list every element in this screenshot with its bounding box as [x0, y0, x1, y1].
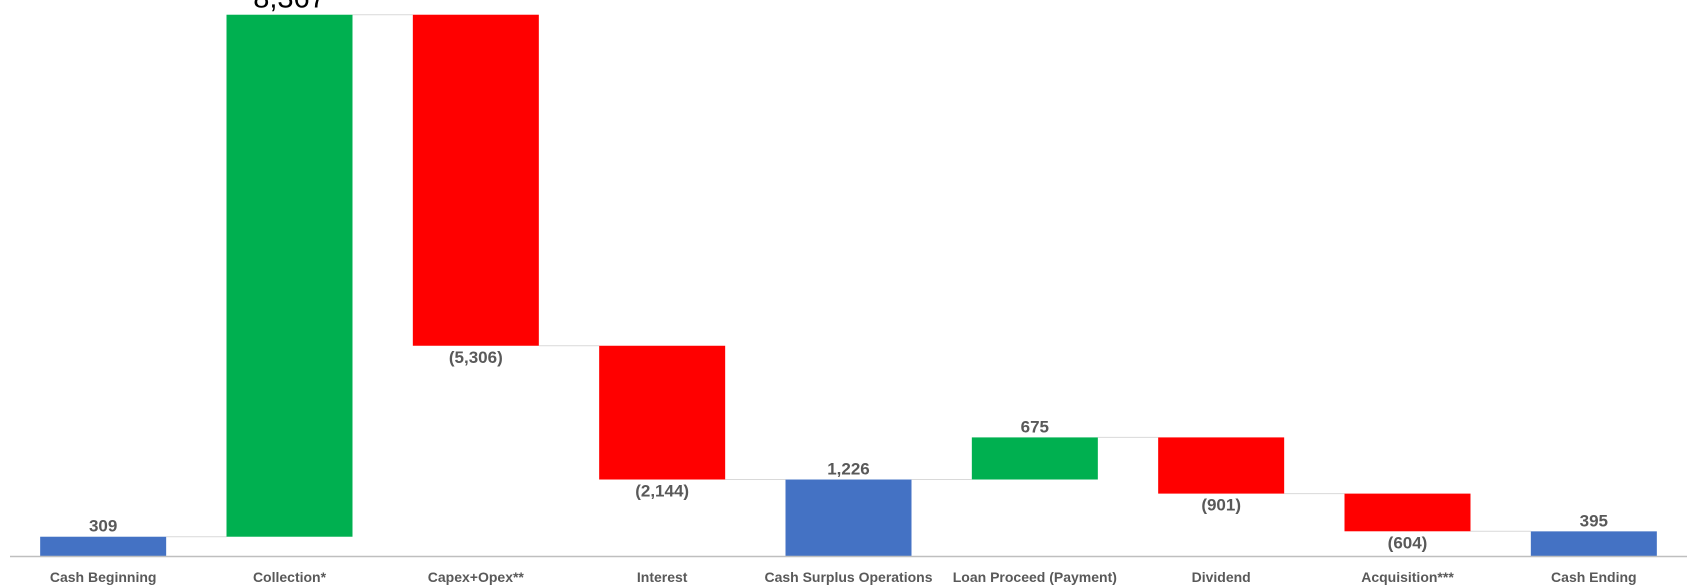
bar-decrease [412, 14, 539, 346]
bar-decrease [599, 345, 726, 480]
bar-decrease [1158, 437, 1285, 494]
category-label: Capex+Opex** [428, 569, 525, 585]
data-label: (604) [1388, 533, 1428, 552]
bar-total [1530, 531, 1657, 556]
data-label: 395 [1580, 511, 1608, 530]
bar-increase [971, 437, 1098, 480]
category-label: Cash Beginning [50, 569, 157, 585]
data-label: (5,306) [449, 348, 503, 367]
data-label: 1,226 [827, 460, 870, 479]
bar-total [40, 536, 167, 556]
bar-decrease [1344, 493, 1471, 532]
category-label: Cash Surplus Operations [764, 569, 932, 585]
bar-total [785, 479, 912, 556]
data-label: 675 [1021, 417, 1049, 436]
data-label: (2,144) [635, 482, 689, 501]
bar-increase [226, 14, 353, 537]
category-label: Interest [637, 569, 688, 585]
category-label: Dividend [1192, 569, 1251, 585]
category-label: Loan Proceed (Payment) [953, 569, 1117, 585]
category-label: Collection* [253, 569, 327, 585]
category-label: Acquisition*** [1361, 569, 1454, 585]
data-label: 8,367 [253, 0, 326, 15]
data-label: (901) [1201, 496, 1241, 515]
category-label: Cash Ending [1551, 569, 1637, 585]
data-label: 309 [89, 517, 117, 536]
